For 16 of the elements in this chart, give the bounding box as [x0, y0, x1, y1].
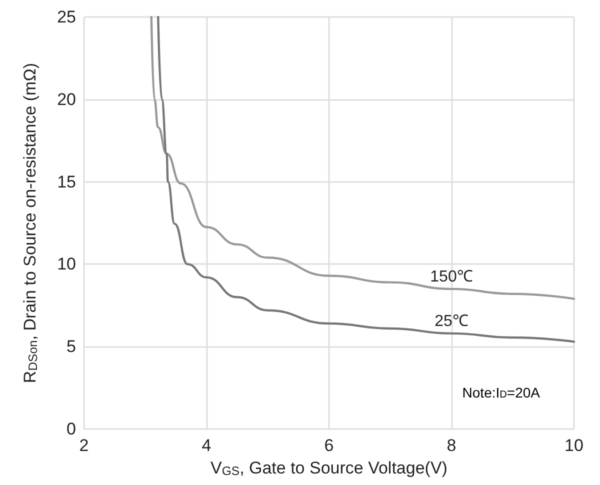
- x-axis-title: VGS, Gate to Source Voltage(V): [210, 458, 448, 478]
- y-tick-label: 10: [57, 254, 76, 274]
- series-label: 150℃: [430, 268, 473, 286]
- x-tick-label: 2: [79, 436, 89, 455]
- annotation: Note:ID=20A: [462, 384, 541, 401]
- x-tick-label: 8: [446, 436, 456, 455]
- series-label: 25℃: [434, 312, 468, 330]
- y-tick-label: 5: [66, 337, 76, 356]
- y-tick-label: 20: [57, 90, 76, 109]
- x-tick-label: 4: [202, 436, 212, 455]
- y-axis-title: RDSon, Drain to Source on-resistance (mΩ): [20, 62, 40, 384]
- x-tick-label: 10: [564, 436, 584, 455]
- y-tick-label: 0: [66, 420, 76, 438]
- y-tick-label: 15: [57, 172, 76, 192]
- x-tick-label: 6: [324, 436, 334, 455]
- y-tick-label: 25: [57, 8, 76, 26]
